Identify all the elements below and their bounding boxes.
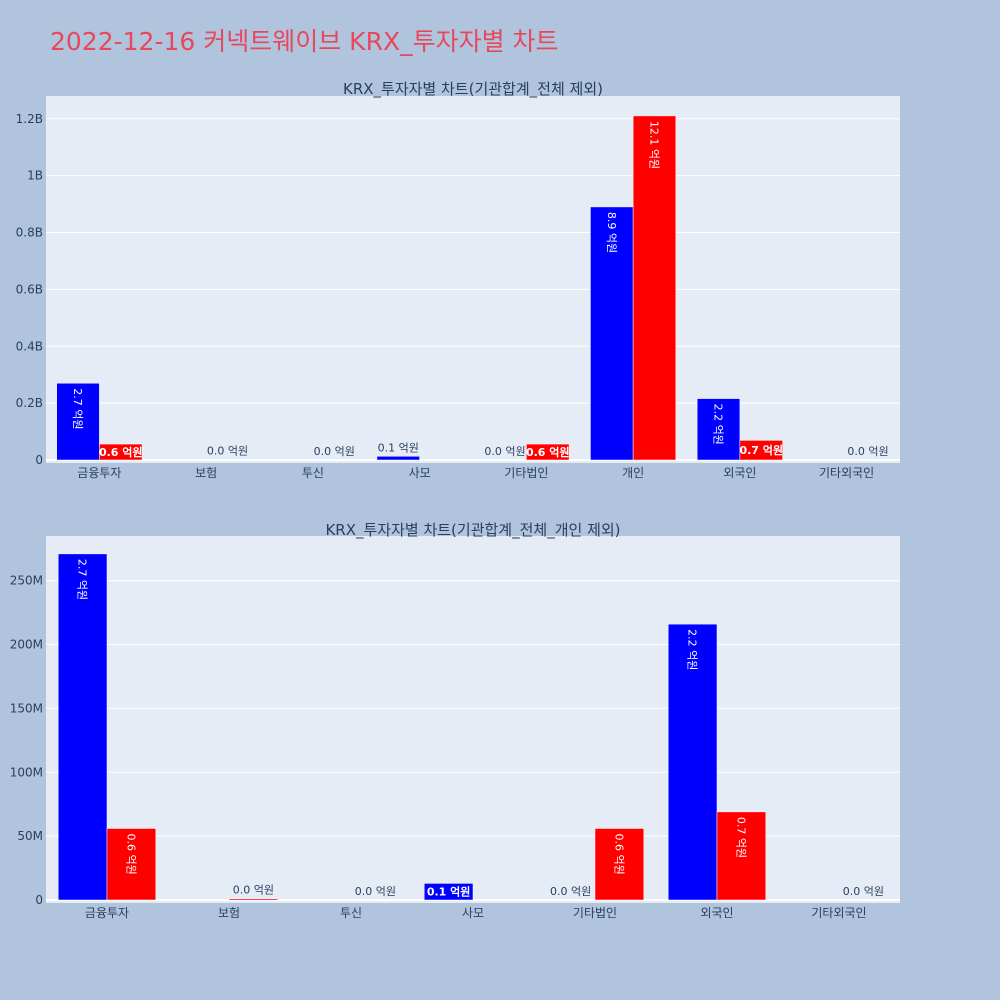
- bar-value-label: 8.9 억원: [605, 212, 618, 253]
- bar-value-label: 0.7 억원: [739, 443, 783, 457]
- x-tick-label: 금융투자: [77, 466, 121, 480]
- x-tick-label: 기타외국인: [819, 466, 874, 480]
- sell-bar: [739, 440, 783, 461]
- sell-bar: [594, 828, 645, 901]
- x-tick-label: 기타법인: [504, 466, 548, 480]
- sell-bar: [526, 443, 570, 461]
- page-title: 2022-12-16 커넥트웨이브 KRX_투자자별 차트: [50, 27, 559, 56]
- y-tick-label: 0: [35, 453, 43, 467]
- bar-value-label: 0.7 억원: [734, 817, 747, 858]
- bar-value-label: 2.2 억원: [686, 629, 699, 670]
- bar-value-label: 12.1 억원: [647, 121, 660, 169]
- y-tick-label: 1B: [27, 169, 43, 183]
- x-tick-label: 외국인: [723, 466, 756, 480]
- y-tick-label: 1.2B: [16, 112, 43, 126]
- x-tick-label: 사모: [409, 466, 431, 480]
- buy-bar: [423, 883, 474, 901]
- bar-value-label: 0.1 억원: [378, 441, 419, 454]
- y-tick-label: 100M: [10, 765, 43, 779]
- sell-bar: [99, 443, 143, 461]
- y-tick-label: 150M: [10, 701, 43, 715]
- buy-bar: [57, 553, 108, 901]
- y-tick-label: 0: [35, 893, 43, 907]
- chart-title: KRX_투자자별 차트(기관합계_전체 제외): [343, 80, 603, 99]
- bar-value-label: 0.0 억원: [207, 445, 248, 458]
- x-tick-label: 투신: [302, 466, 324, 480]
- chart-title: KRX_투자자별 차트(기관합계_전체_개인 제외): [325, 521, 620, 540]
- x-tick-label: 투신: [340, 906, 362, 920]
- y-tick-label: 0.4B: [16, 339, 43, 353]
- chart-2: KRX_투자자별 차트(기관합계_전체_개인 제외) 0 50M 100M 150M 20…: [10, 521, 900, 920]
- x-tick-label: 개인: [622, 466, 644, 480]
- bar-value-label: 0.0 억원: [355, 885, 396, 898]
- bar-value-label: 0.0 억원: [550, 885, 591, 898]
- bar-value-label: 0.0 억원: [843, 885, 884, 898]
- x-tick-label: 외국인: [700, 906, 733, 920]
- buy-bar: [590, 206, 634, 461]
- buy-bar: [696, 398, 741, 461]
- bar-value-label: 0.0 억원: [484, 445, 525, 458]
- buy-bar: [667, 623, 718, 901]
- sell-bar: [716, 811, 767, 901]
- y-tick-label: 0.8B: [16, 226, 43, 240]
- x-tick-label: 보험: [195, 466, 217, 480]
- y-tick-label: 250M: [10, 574, 43, 588]
- x-tick-label: 보험: [218, 906, 240, 920]
- buy-bar: [56, 382, 100, 461]
- y-tick-label: 0.2B: [16, 396, 43, 410]
- bar-value-label: 0.6 억원: [99, 445, 143, 459]
- bar-value-label: 0.0 억원: [847, 445, 888, 458]
- bar-value-label: 0.6 억원: [612, 833, 625, 874]
- bar-value-label: 0.1 억원: [427, 885, 471, 899]
- bar-value-label: 2.2 억원: [712, 404, 725, 445]
- y-tick-label: 0.6B: [16, 282, 43, 296]
- plot-area: [46, 536, 900, 903]
- bar-value-label: 0.6 억원: [526, 445, 570, 459]
- x-tick-label: 기타외국인: [811, 906, 866, 920]
- y-tick-label: 200M: [10, 638, 43, 652]
- bar-value-label: 2.7 억원: [71, 388, 84, 429]
- plot-area: [46, 96, 900, 463]
- bar-value-label: 0.0 억원: [314, 445, 355, 458]
- x-tick-label: 사모: [462, 906, 484, 920]
- bar-value-label: 0.6 억원: [124, 833, 137, 874]
- y-tick-label: 50M: [17, 829, 43, 843]
- bar-value-label: 2.7 억원: [76, 559, 89, 600]
- x-tick-label: 기타법인: [573, 906, 617, 920]
- buy-bar: [376, 456, 420, 461]
- bar-value-label: 0.0 억원: [233, 884, 274, 897]
- sell-bar: [228, 898, 279, 901]
- sell-bar: [632, 115, 677, 461]
- chart-1: KRX_투자자별 차트(기관합계_전체 제외) 0 0.2B 0.4B 0.6B 0.8B…: [16, 80, 900, 480]
- sell-bar: [106, 828, 157, 901]
- x-tick-label: 금융투자: [85, 906, 129, 920]
